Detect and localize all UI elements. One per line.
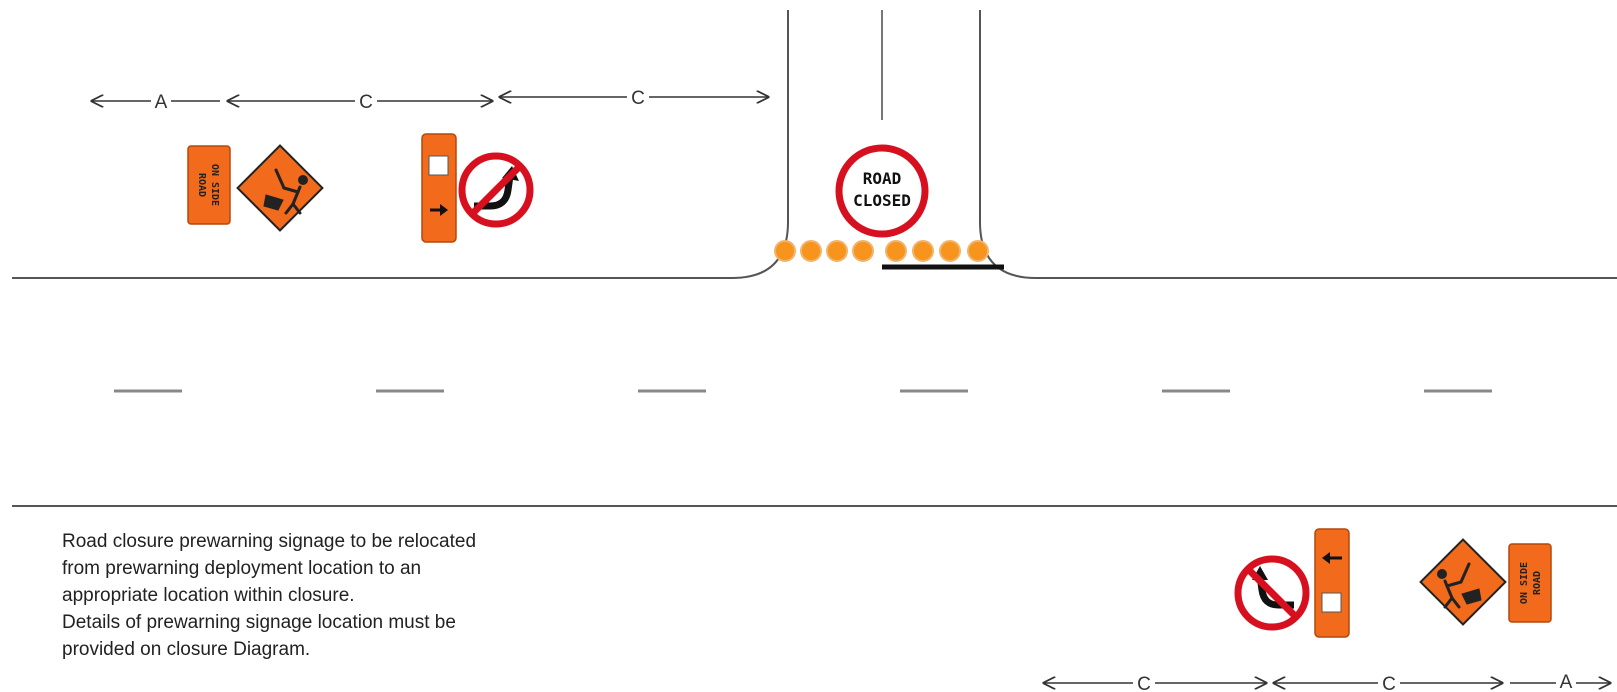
road-edge-north-west <box>12 10 789 279</box>
traffic-cone-icon <box>852 240 874 262</box>
traffic-cone-icon <box>826 240 848 262</box>
sign-text: ON SIDE <box>209 164 220 206</box>
sign-text: ROAD <box>196 173 207 197</box>
worker-icon <box>263 168 308 215</box>
dimension-label: A <box>1560 672 1573 692</box>
arrow-left-icon <box>1322 552 1342 564</box>
prewarning-signage-note: Road closure prewarning signage to be re… <box>62 528 502 663</box>
traffic-cone-icon <box>885 240 907 262</box>
sign-text: ROAD <box>863 169 902 188</box>
on-side-road-sign-bottom: ON SIDE ROAD <box>1508 543 1552 623</box>
dimension-label: C <box>1382 674 1396 692</box>
dimension-label: A <box>155 92 168 113</box>
dimension-label: C <box>1137 674 1151 692</box>
traffic-cone-icon <box>939 240 961 262</box>
note-paragraph: Details of prewarning signage location m… <box>62 612 456 660</box>
sign-text: ROAD <box>1532 571 1543 595</box>
detour-arrow-board-top <box>421 133 457 243</box>
turn-arrow-icon <box>1256 575 1294 609</box>
sign-text: ON SIDE <box>1519 562 1530 604</box>
road-edge-north-east <box>979 10 1617 279</box>
traffic-cone-icon <box>912 240 934 262</box>
arrow-right-icon <box>430 204 448 216</box>
road-closed-sign: ROAD CLOSED <box>835 144 929 238</box>
sign-text: CLOSED <box>853 191 911 210</box>
cone-line <box>774 240 989 262</box>
dimension-label: C <box>631 88 645 109</box>
no-right-turn-sign-top <box>458 152 534 228</box>
detour-arrow-board-bottom <box>1314 528 1350 638</box>
turn-arrow-icon <box>474 175 514 210</box>
on-side-road-sign-top: ON SIDE ROAD <box>187 145 231 225</box>
roadworks-diamond-sign-bottom <box>1419 538 1507 626</box>
note-paragraph: Road closure prewarning signage to be re… <box>62 531 477 606</box>
roadworks-diamond-sign-top <box>236 144 324 232</box>
main-road <box>12 10 1617 507</box>
no-left-turn-sign-bottom <box>1234 555 1310 631</box>
traffic-cone-icon <box>774 240 796 262</box>
worker-icon <box>1437 562 1482 609</box>
top-dimension-row: A C C <box>92 84 768 114</box>
bottom-dimension-row: C C A <box>1044 670 1610 692</box>
dimension-label: C <box>359 92 373 113</box>
traffic-cone-icon <box>967 240 989 262</box>
traffic-cone-icon <box>800 240 822 262</box>
